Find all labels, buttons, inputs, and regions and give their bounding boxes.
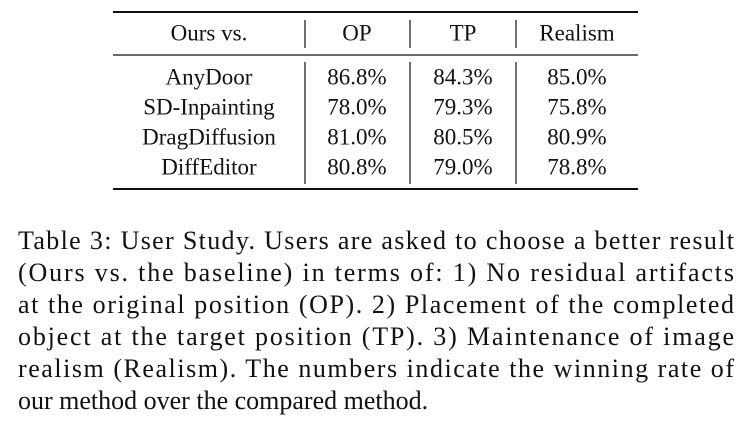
caption-line: (Ours vs. the baseline) in terms of: 1) … [18,258,734,287]
caption-line: realism (Realism). The numbers indicate … [18,354,734,383]
value-cell: 79.0% [433,154,492,179]
value-cell: 85.0% [547,64,606,89]
value-cell: 81.0% [327,124,386,149]
value-cell: 86.8% [327,64,386,89]
header-cell: Ours vs. [171,20,248,45]
caption-line: at the original position (OP). 2) Placem… [18,290,734,319]
value-cell: 80.5% [433,124,492,149]
value-cell: 78.8% [547,154,606,179]
caption-line: object at the target position (TP). 3) M… [18,322,734,351]
method-cell: AnyDoor [166,64,253,89]
value-cell: 75.8% [547,94,606,119]
value-cell: 80.9% [547,124,606,149]
value-cell: 79.3% [433,94,492,119]
header-cell: TP [450,20,477,45]
method-cell: DiffEditor [161,154,257,179]
header-cell: Realism [539,20,614,45]
method-cell: SD-Inpainting [143,94,275,119]
column-separators [304,20,517,184]
caption-line: Table 3: User Study. Users are asked to … [18,226,735,255]
header-cell: OP [342,20,371,45]
method-cell: DragDiffusion [142,124,276,149]
value-cell: 78.0% [327,94,386,119]
value-cell: 80.8% [327,154,386,179]
caption-line: our method over the compared method. [18,386,428,415]
value-cell: 84.3% [433,64,492,89]
